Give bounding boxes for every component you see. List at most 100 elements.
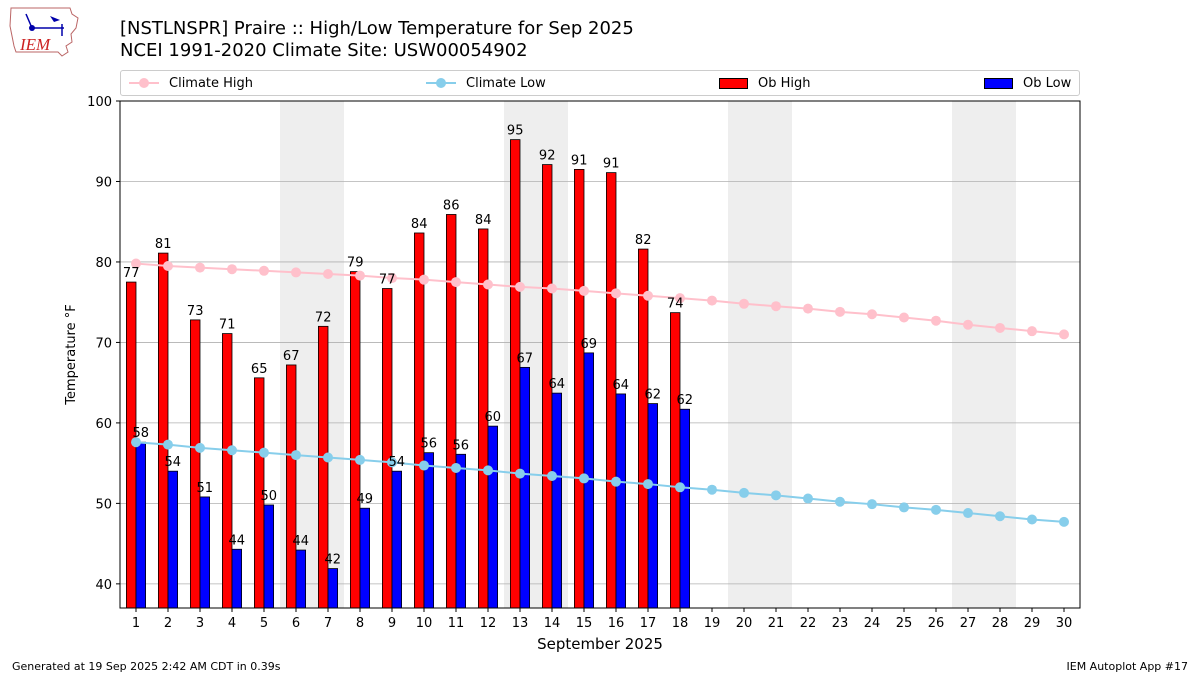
ob-low-data-label: 69 (581, 337, 598, 352)
climate-low-point (675, 482, 685, 493)
ob-high-bar (157, 252, 169, 609)
climate-high-point (451, 277, 461, 288)
ob-high-data-label: 84 (475, 213, 492, 228)
x-tick-label: 12 (480, 616, 497, 631)
ob-low-data-label: 54 (165, 455, 182, 470)
x-tick-label: 20 (736, 616, 753, 631)
ob-high-data-label: 71 (219, 318, 236, 333)
x-tick-label: 1 (132, 616, 140, 631)
climate-high-point (483, 279, 493, 290)
x-tick-label: 23 (832, 616, 849, 631)
y-tick-label: 50 (95, 497, 112, 512)
ob-high-data-label: 65 (251, 362, 268, 377)
x-tick-label: 15 (576, 616, 593, 631)
ob-low-data-label: 44 (229, 533, 246, 548)
x-tick-label: 3 (196, 616, 204, 631)
ob-low-data-label: 49 (357, 492, 374, 507)
ob-high-data-label: 77 (123, 266, 140, 281)
x-tick-label: 16 (608, 616, 625, 631)
climate-high-point (547, 283, 557, 294)
climate-low-point (803, 493, 813, 504)
ob-low-bar (359, 507, 371, 609)
climate-low-point (643, 479, 653, 490)
ob-low-bar (455, 453, 467, 609)
climate-low-point (963, 508, 973, 519)
climate-low-point (291, 450, 301, 461)
legend-item-climate-high: Climate High (129, 74, 253, 92)
y-tick-label: 70 (95, 336, 112, 351)
legend-item-ob-high: Ob High (719, 74, 811, 92)
x-tick-label: 14 (544, 616, 561, 631)
ob-low-bar (199, 496, 211, 609)
ob-high-data-label: 84 (411, 217, 428, 232)
ob-low-data-label: 67 (517, 351, 534, 366)
climate-low-point (899, 502, 909, 513)
climate-high-point (899, 312, 909, 323)
climate-low-point (163, 439, 173, 450)
climate-low-point (739, 487, 749, 498)
legend-item-climate-low: Climate Low (426, 74, 546, 92)
x-tick-label: 6 (292, 616, 300, 631)
ob-high-data-label: 91 (603, 157, 620, 172)
ob-high-data-label: 82 (635, 233, 652, 248)
legend-label: Ob High (758, 75, 811, 91)
x-tick-label: 13 (512, 616, 529, 631)
iem-logo: IEM (9, 7, 79, 57)
ob-low-bar (263, 504, 275, 609)
ob-high-bar (509, 139, 521, 609)
climate-high-point (771, 301, 781, 312)
climate-high-point (643, 290, 653, 301)
ob-low-bar (647, 403, 659, 609)
climate-low-point (1027, 514, 1037, 525)
climate-high-point (419, 274, 429, 285)
legend-item-ob-low: Ob Low (984, 74, 1071, 92)
climate-high-point (803, 303, 813, 314)
ob-high-bar (285, 364, 297, 609)
chart-subtitle: NCEI 1991-2020 Climate Site: USW00054902 (120, 40, 528, 61)
x-tick-label: 19 (704, 616, 721, 631)
ob-low-data-label: 62 (677, 393, 694, 408)
climate-low-point (195, 442, 205, 453)
x-tick-label: 11 (448, 616, 465, 631)
climate-high-point (515, 281, 525, 292)
ob-high-data-label: 81 (155, 237, 172, 252)
x-tick-label: 8 (356, 616, 364, 631)
climate-high-point (163, 260, 173, 271)
climate-low-point (931, 504, 941, 515)
ob-high-data-label: 91 (571, 153, 588, 168)
climate-low-point (1059, 516, 1069, 527)
x-tick-label: 18 (672, 616, 689, 631)
climate-low-point (259, 447, 269, 458)
ob-high-swatch (719, 77, 748, 89)
climate-high-point (195, 262, 205, 273)
ob-high-data-label: 67 (283, 349, 300, 364)
climate-low-point (419, 460, 429, 471)
x-tick-label: 21 (768, 616, 785, 631)
ob-high-data-label: 73 (187, 304, 204, 319)
x-tick-label: 28 (992, 616, 1009, 631)
chart-legend: Climate High Climate Low Ob High Ob Low (120, 70, 1080, 96)
generated-note: Generated at 19 Sep 2025 2:42 AM CDT in … (12, 660, 281, 673)
legend-label: Climate High (169, 75, 254, 91)
climate-high-point (867, 309, 877, 320)
x-tick-label: 7 (324, 616, 332, 631)
ob-low-bar (135, 441, 147, 609)
ob-low-data-label: 42 (325, 553, 342, 568)
climate-high-point (579, 285, 589, 296)
climate-high-point (739, 298, 749, 309)
ob-high-data-label: 79 (347, 256, 364, 271)
x-tick-label: 24 (864, 616, 881, 631)
ob-high-data-label: 74 (667, 297, 684, 312)
climate-low-point (451, 462, 461, 473)
ob-low-data-label: 56 (421, 437, 438, 452)
y-tick-label: 90 (95, 175, 112, 190)
climate-low-point (323, 452, 333, 463)
ob-high-bar (381, 288, 393, 609)
ob-low-bar (231, 548, 243, 609)
climate-high-point (227, 264, 237, 275)
ob-high-bar (638, 248, 649, 609)
ob-high-data-label: 95 (507, 124, 524, 139)
x-tick-label: 2 (164, 616, 172, 631)
x-tick-label: 22 (800, 616, 817, 631)
climate-high-point (1059, 329, 1069, 340)
